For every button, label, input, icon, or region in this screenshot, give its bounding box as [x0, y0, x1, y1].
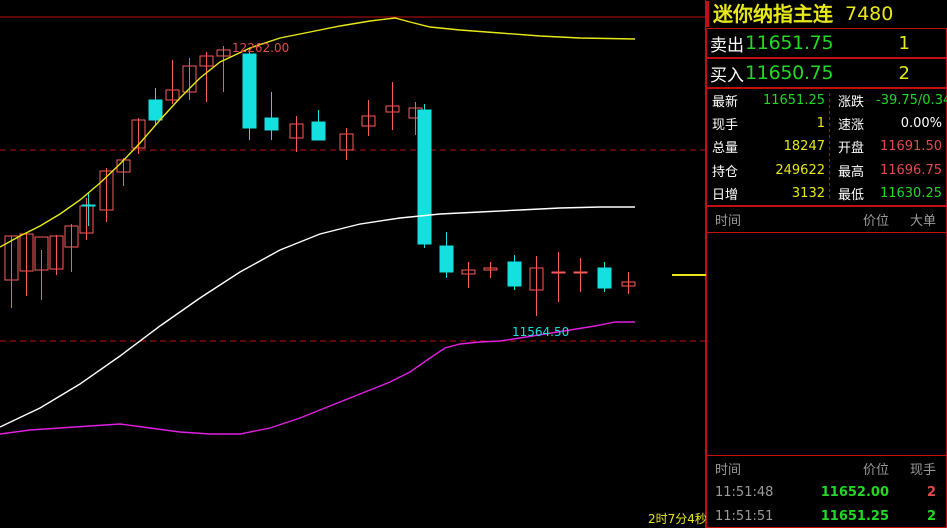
- ticker-col-time: 时间: [715, 462, 742, 478]
- candle-body-9: [131, 119, 146, 149]
- chart-high-annotation: 12262.00: [232, 41, 290, 55]
- table-row[interactable]: 11:51:51 11651.25 2: [707, 504, 946, 528]
- stat-label-1: 现手: [712, 118, 739, 134]
- candle-body-15: [242, 53, 257, 129]
- stat-label2-0: 涨跌: [838, 95, 865, 111]
- ticker-volume: 2: [926, 508, 936, 524]
- quote-panel: 迷你纳指主连 7480 卖出 11651.75 1 买入 11650.75 2 …: [706, 0, 947, 528]
- accent-bar: [706, 1, 709, 27]
- stat-label-0: 最新: [712, 95, 739, 111]
- ask-volume: 1: [898, 32, 910, 54]
- chart-low-annotation: 11564.50: [512, 325, 570, 339]
- candle-body-29: [551, 271, 566, 274]
- candle-body-30: [573, 271, 588, 274]
- candle-body-1: [19, 233, 34, 272]
- candle-body-12: [182, 65, 197, 93]
- large-order-col-volume: 大单: [909, 214, 936, 229]
- large-order-col-time: 时间: [715, 214, 742, 229]
- stat-label2-4: 最低: [838, 187, 865, 203]
- stat-label-4: 日增: [712, 187, 739, 203]
- candle-body-2: [34, 236, 49, 271]
- ticker-price: 11651.25: [820, 508, 889, 524]
- ticker-time: 11:51:51: [715, 508, 774, 524]
- candle-body-18: [311, 121, 326, 141]
- ask-label: 卖出: [710, 35, 744, 56]
- candle-body-24: [439, 245, 454, 273]
- candle-body-3: [49, 235, 64, 270]
- candle-body-0: [4, 235, 19, 281]
- candle-body-26: [483, 267, 498, 271]
- trade-ticker-header: 时间 价位 现手: [707, 456, 946, 480]
- candle-body-19: [339, 133, 354, 151]
- stat-value2-2: 11691.50: [879, 139, 942, 155]
- stat-value-0: 11651.25: [762, 93, 825, 109]
- ma-line-slow: [0, 206, 635, 428]
- candle-body-31: [597, 267, 612, 289]
- bid-row[interactable]: 买入 11650.75 2: [706, 58, 947, 88]
- large-order-list[interactable]: [706, 233, 947, 455]
- candle-body-11: [165, 89, 180, 101]
- price-chart[interactable]: 12262.00 11564.50 2时7分4秒: [0, 0, 707, 528]
- bid-volume: 2: [898, 62, 910, 84]
- ticker-time: 11:51:48: [715, 484, 774, 500]
- symbol-code: 7480: [845, 2, 894, 25]
- session-timer: 2时7分4秒: [648, 512, 707, 526]
- stat-value2-0: -39.75/0.34%: [876, 93, 947, 109]
- bid-price: 11650.75: [745, 62, 834, 84]
- candle-body-4: [64, 225, 79, 248]
- candle-body-17: [289, 123, 304, 139]
- candle-body-16: [264, 117, 279, 131]
- stat-value2-3: 11696.75: [879, 162, 942, 178]
- stat-value-3: 249622: [775, 162, 825, 178]
- ticker-volume: 2: [926, 484, 936, 500]
- stats-divider: [829, 93, 830, 201]
- stat-label2-2: 开盘: [838, 141, 865, 157]
- stats-rows: 最新 11651.25 涨跌 -39.75/0.34% 现手 1 速涨 0.00% 总量 1824…: [707, 89, 947, 205]
- candle-body-10: [148, 99, 163, 121]
- symbol-name: 迷你纳指主连: [713, 2, 833, 26]
- candle-body-14: [216, 49, 231, 57]
- ask-price: 11651.75: [745, 32, 834, 54]
- ticker-col-volume: 现手: [909, 462, 936, 478]
- trade-ticker[interactable]: 时间 价位 现手 11:51:48 11652.00 2 11:51:51 11651.…: [706, 455, 947, 528]
- ticker-col-price: 价位: [862, 462, 889, 478]
- stat-value2-1: 0.00%: [900, 116, 942, 132]
- stat-label-2: 总量: [712, 141, 739, 157]
- candle-body-20: [361, 115, 376, 127]
- ask-row[interactable]: 卖出 11651.75 1: [706, 28, 947, 58]
- stat-value-2: 18247: [783, 139, 825, 155]
- stat-value2-4: 11630.25: [879, 185, 942, 201]
- candle-body-7: [99, 170, 114, 211]
- stat-label-3: 持仓: [712, 164, 739, 180]
- stat-value-4: 3132: [791, 185, 825, 201]
- trade-ticker-rows: 11:51:48 11652.00 2 11:51:51 11651.25 2: [707, 480, 946, 528]
- stat-label2-3: 最高: [838, 164, 865, 180]
- large-order-col-price: 价位: [862, 214, 889, 229]
- statistics-grid: 最新 11651.25 涨跌 -39.75/0.34% 现手 1 速涨 0.00% 总量 1824…: [706, 88, 947, 206]
- candle-body-25: [461, 269, 476, 275]
- symbol-header: 迷你纳指主连 7480: [706, 0, 947, 28]
- table-row[interactable]: 11:51:48 11652.00 2: [707, 480, 946, 504]
- stat-value-1: 1: [816, 116, 825, 132]
- candle-body-32: [621, 281, 636, 287]
- candle-body-28: [529, 267, 544, 291]
- candle-body-27: [507, 261, 522, 287]
- ma-line-third: [0, 321, 635, 435]
- chart-canvas: [0, 0, 706, 528]
- candle-body-6: [81, 204, 96, 207]
- candle-body-21: [385, 105, 400, 113]
- ticker-price: 11652.00: [820, 484, 889, 500]
- large-order-header: 时间 价位 大单: [706, 206, 947, 233]
- candle-body-23: [417, 109, 432, 245]
- candle-body-13: [199, 55, 214, 67]
- bid-label: 买入: [710, 65, 744, 86]
- ma-line-fast: [0, 17, 636, 248]
- stat-label2-1: 速涨: [838, 118, 865, 134]
